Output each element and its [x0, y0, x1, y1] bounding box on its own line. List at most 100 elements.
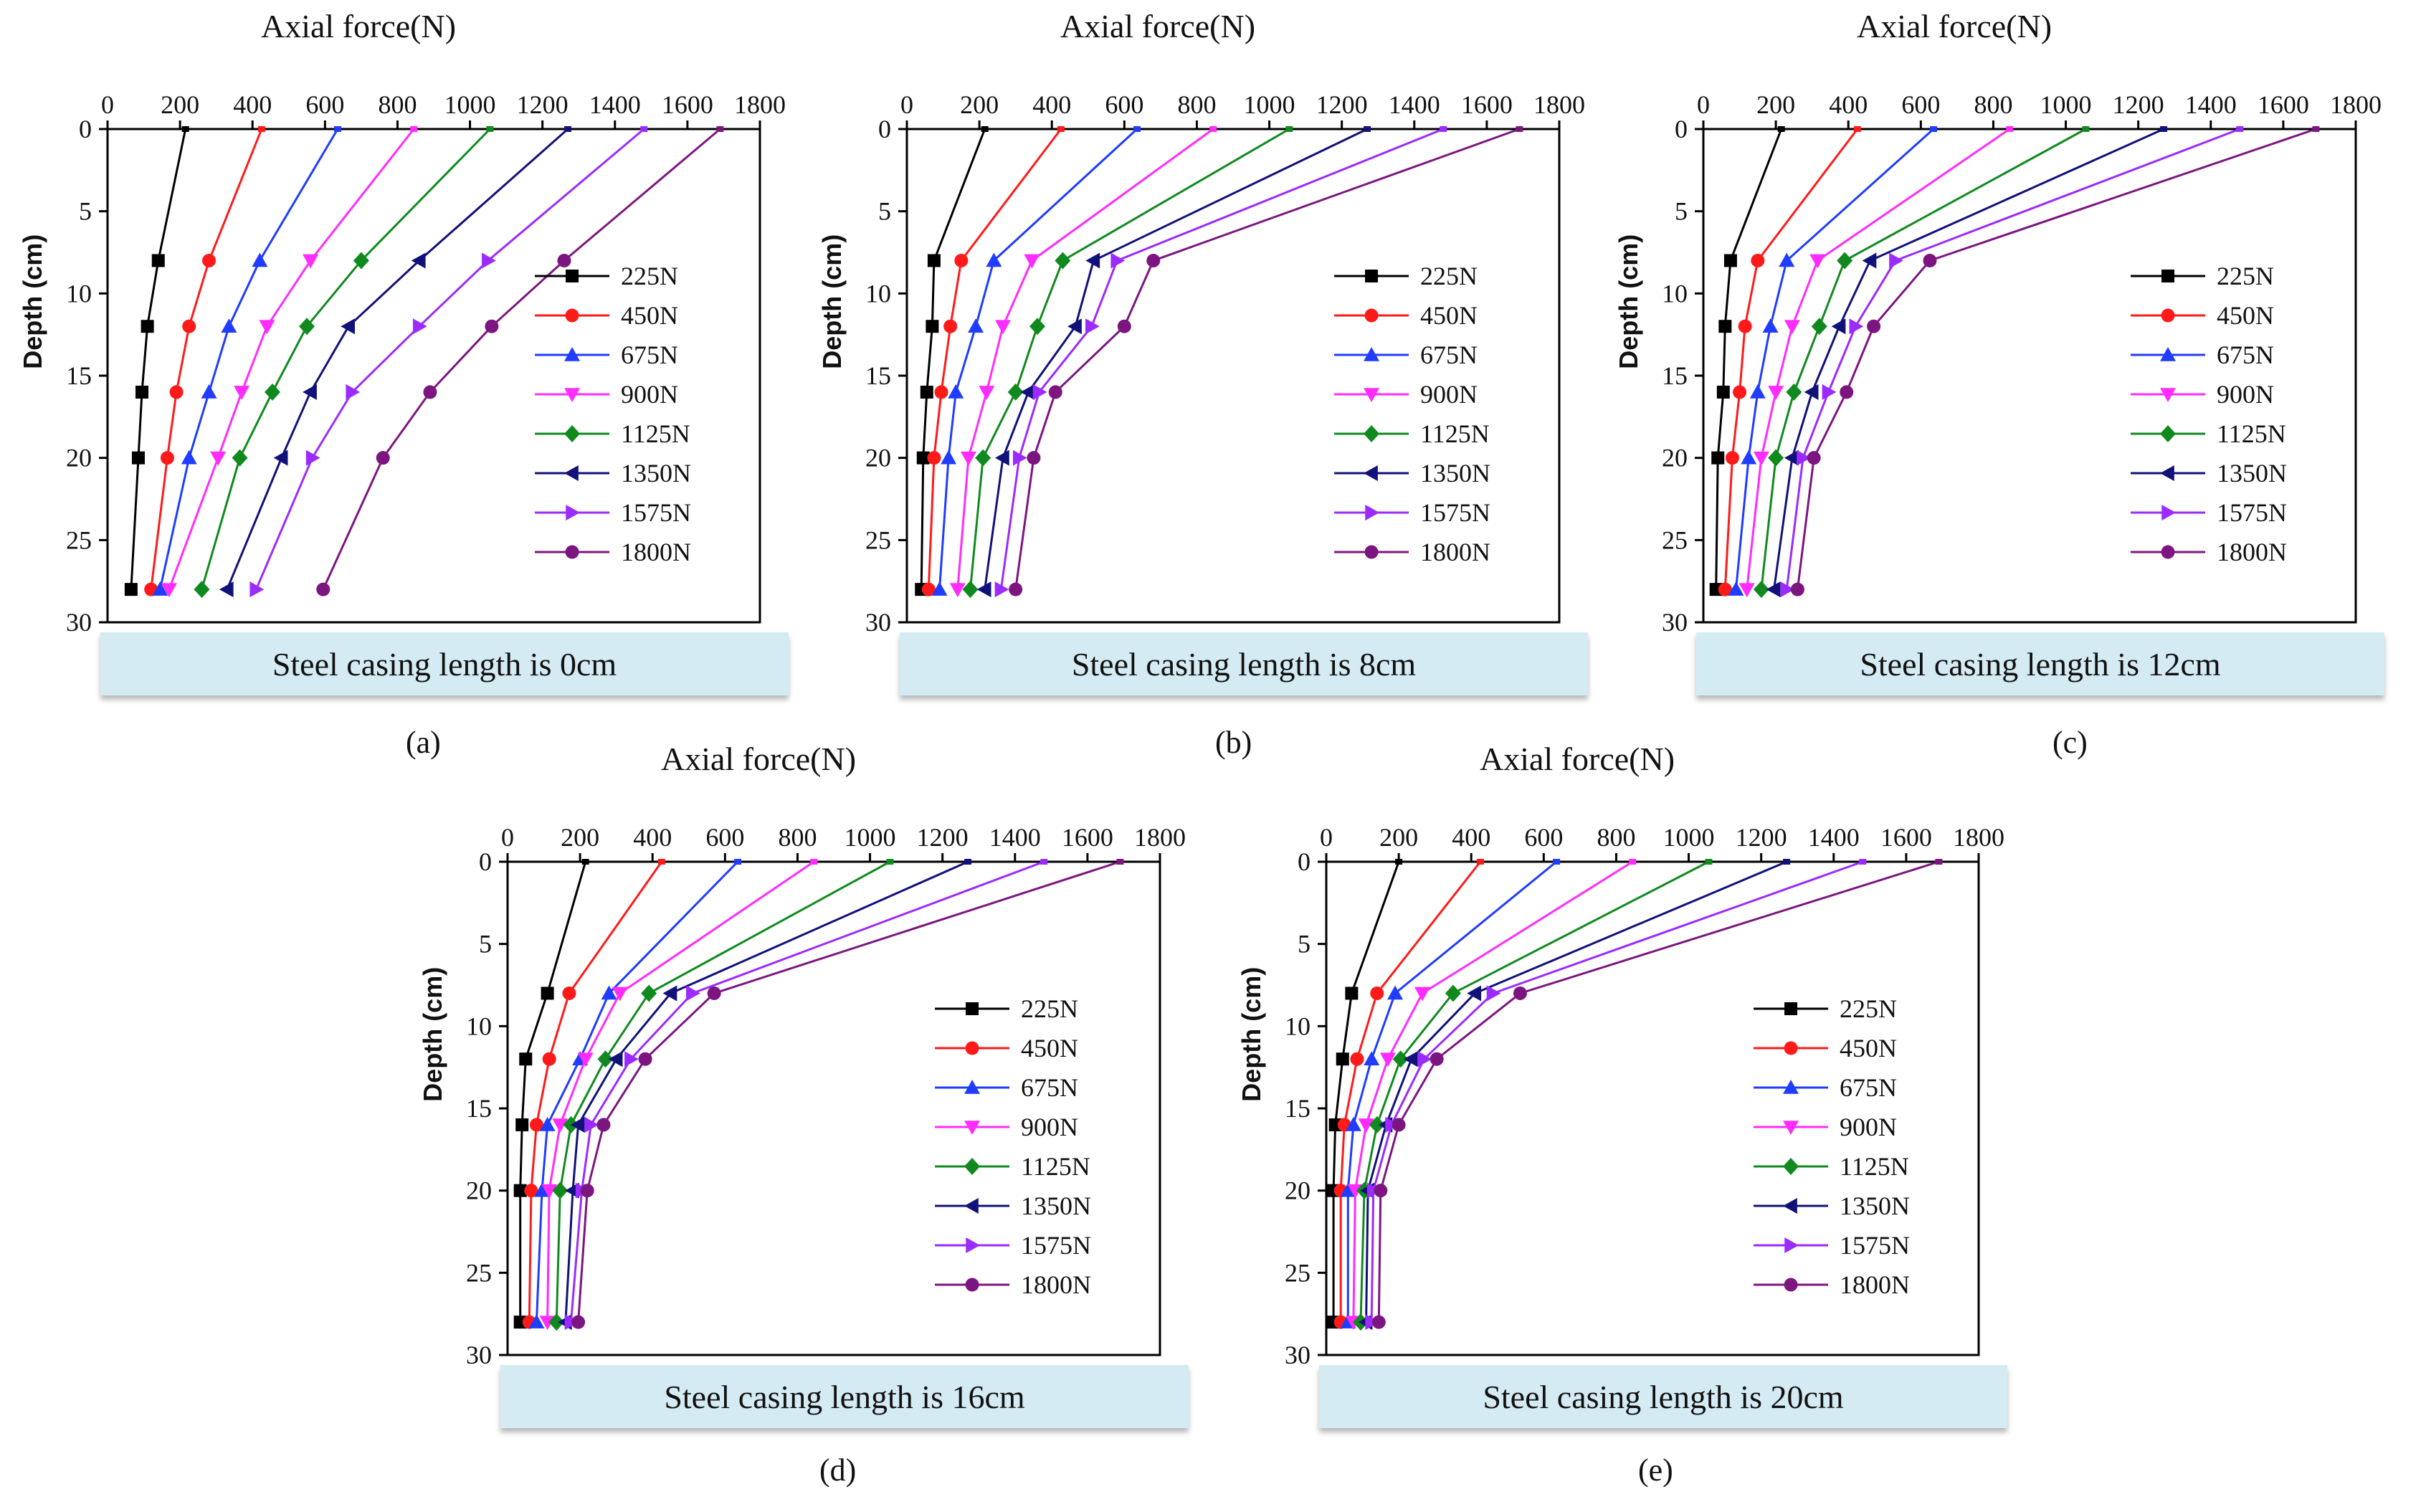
data-point [1859, 859, 1867, 865]
legend-marker [1784, 1237, 1799, 1253]
y-tick-label: 20 [865, 444, 891, 472]
data-point [1811, 318, 1827, 336]
data-point [994, 450, 1009, 466]
data-point [1728, 581, 1744, 596]
legend-marker [1784, 1041, 1798, 1055]
data-point [1716, 385, 1730, 399]
legend-marker [1364, 425, 1380, 442]
legend-marker [566, 270, 579, 282]
data-point [920, 385, 933, 399]
legend-marker [2160, 425, 2177, 442]
series-line-1350N [226, 128, 569, 590]
series-line-900N [1352, 860, 1633, 1323]
series-line-450N [528, 861, 663, 1323]
legend-marker [1364, 465, 1378, 481]
y-tick-label: 0 [79, 115, 92, 143]
legend-marker [1364, 388, 1380, 402]
data-point [1889, 252, 1903, 269]
legend-label: 900N [2217, 380, 2274, 409]
y-tick-label: 25 [466, 1258, 492, 1287]
data-point [316, 582, 330, 596]
y-tick-label: 15 [865, 361, 891, 390]
data-point [305, 450, 320, 466]
y-tick-label: 0 [1298, 847, 1310, 876]
legend-label: 900N [1021, 1113, 1078, 1141]
series-line-1350N [564, 860, 969, 1323]
series-line-1800N [577, 860, 1121, 1323]
series-line-1125N [555, 860, 891, 1323]
y-axis-label: Depth (cm) [817, 234, 847, 369]
y-tick-label: 20 [66, 444, 92, 472]
data-point [1440, 126, 1447, 132]
data-point [1751, 253, 1765, 267]
data-point [541, 1184, 558, 1199]
data-point [1364, 126, 1371, 132]
x-tick-label: 400 [633, 823, 672, 852]
x-tick-label: 1800 [1533, 90, 1585, 119]
data-point [423, 385, 437, 399]
x-tick-label: 1800 [2330, 90, 2382, 119]
data-point [979, 386, 995, 400]
data-point [1209, 126, 1217, 132]
data-point [1392, 1118, 1406, 1132]
data-point [1414, 986, 1430, 1002]
series-line-1575N [1370, 860, 1863, 1323]
data-point [580, 1184, 594, 1198]
data-point [1009, 582, 1023, 596]
data-point [1007, 383, 1024, 401]
caption-banner: Steel casing length is 8cm [900, 632, 1588, 695]
legend-label: 1800N [1840, 1270, 1910, 1299]
data-point [1766, 581, 1781, 598]
x-tick-label: 0 [1320, 823, 1333, 852]
series-line-900N [168, 128, 415, 590]
data-point [548, 1313, 565, 1331]
data-point [412, 318, 427, 335]
data-point [303, 384, 317, 400]
data-point [151, 254, 165, 267]
data-point [1430, 1052, 1444, 1066]
data-point [1403, 1051, 1418, 1068]
y-tick-label: 10 [1285, 1012, 1310, 1040]
data-point [976, 581, 991, 598]
subplot-label: (a) [406, 725, 441, 760]
data-point [931, 581, 948, 596]
data-point [1379, 1052, 1396, 1068]
y-tick-label: 5 [878, 197, 891, 226]
legend-marker [964, 1198, 979, 1214]
legend-label: 225N [1420, 262, 1478, 290]
series-line-1575N [999, 128, 1444, 590]
data-point [994, 581, 1009, 598]
data-point [1629, 859, 1637, 865]
series-line-225N [519, 861, 587, 1323]
y-tick-label: 10 [865, 279, 891, 308]
x-tick-label: 1000 [2040, 90, 2092, 119]
legend-marker [2161, 545, 2175, 559]
data-point [1718, 582, 1732, 596]
data-point [1780, 581, 1795, 598]
data-point [1804, 384, 1819, 400]
legend-marker [2160, 388, 2177, 402]
data-point [934, 385, 948, 399]
x-tick-label: 1600 [1461, 90, 1513, 119]
x-tick-label: 0 [101, 90, 114, 119]
x-tick-label: 1200 [1736, 823, 1787, 852]
legend-label: 1800N [2217, 538, 2287, 566]
series-line-1350N [1773, 128, 2164, 590]
data-point [1718, 320, 1732, 333]
legend-marker [1364, 308, 1379, 323]
data-point [975, 449, 991, 467]
x-axis-title: Axial force(N) [1479, 741, 1675, 777]
data-point [1048, 385, 1062, 399]
data-point [1809, 254, 1826, 269]
data-point [1711, 451, 1725, 465]
legend-marker [2160, 347, 2177, 361]
data-point [265, 383, 281, 401]
chart-panel-b: Axial force(N) 0 200 400 600 800 1000 1200 1400… [799, 0, 1588, 760]
chart-c: 0 200 400 600 800 1000 1200 1400 1600 1800 0 5 10 15 2… [1614, 90, 2382, 637]
data-point [194, 581, 210, 599]
y-tick-label: 30 [466, 1341, 492, 1369]
chart-e: 0 200 400 600 800 1000 1200 1400 1600 1800 0 5 10 15 2… [1237, 823, 2004, 1369]
data-point [1762, 318, 1779, 333]
data-point [1723, 254, 1737, 267]
legend-marker [1364, 545, 1379, 559]
